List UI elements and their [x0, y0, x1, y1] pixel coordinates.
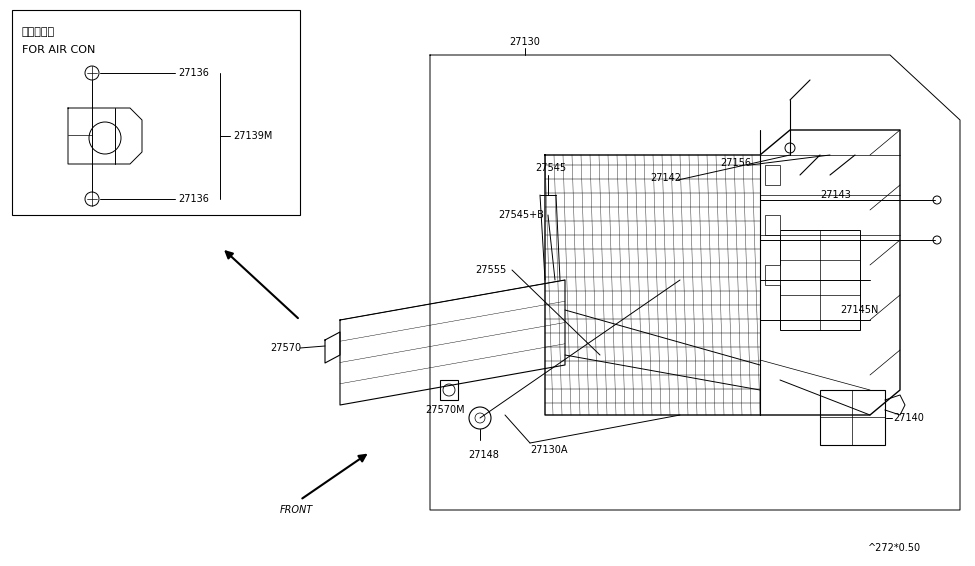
Text: FRONT: FRONT — [280, 505, 313, 515]
Text: 27148: 27148 — [468, 450, 499, 460]
Text: 27570M: 27570M — [425, 405, 465, 415]
Bar — [780, 230, 860, 330]
Text: 27156: 27156 — [720, 158, 751, 168]
Text: エアコン用: エアコン用 — [22, 27, 56, 37]
Text: ^272*0.50: ^272*0.50 — [868, 543, 921, 553]
Text: 27130A: 27130A — [530, 445, 567, 455]
Text: 27143: 27143 — [820, 190, 851, 200]
Text: 27142: 27142 — [650, 173, 681, 183]
Text: FOR AIR CON: FOR AIR CON — [22, 45, 96, 55]
Bar — [820, 390, 885, 445]
Bar — [765, 265, 780, 285]
Text: 27139M: 27139M — [233, 131, 272, 141]
Bar — [765, 215, 780, 235]
Text: 27555: 27555 — [475, 265, 506, 275]
Text: 27136: 27136 — [178, 68, 209, 78]
Text: 27145N: 27145N — [840, 305, 878, 315]
Text: 27140: 27140 — [893, 413, 924, 423]
Text: 27136: 27136 — [178, 194, 209, 204]
Text: 27570: 27570 — [270, 343, 301, 353]
Bar — [12, 10, 300, 215]
Text: 27545: 27545 — [535, 163, 566, 173]
Bar — [765, 165, 780, 185]
Bar — [440, 380, 458, 400]
Text: 27545+B: 27545+B — [498, 210, 544, 220]
Text: 27130: 27130 — [510, 37, 540, 47]
